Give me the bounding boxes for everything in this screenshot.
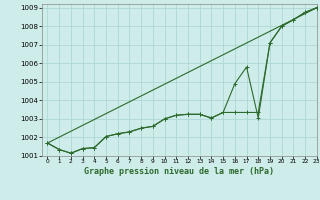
X-axis label: Graphe pression niveau de la mer (hPa): Graphe pression niveau de la mer (hPa) xyxy=(84,167,274,176)
